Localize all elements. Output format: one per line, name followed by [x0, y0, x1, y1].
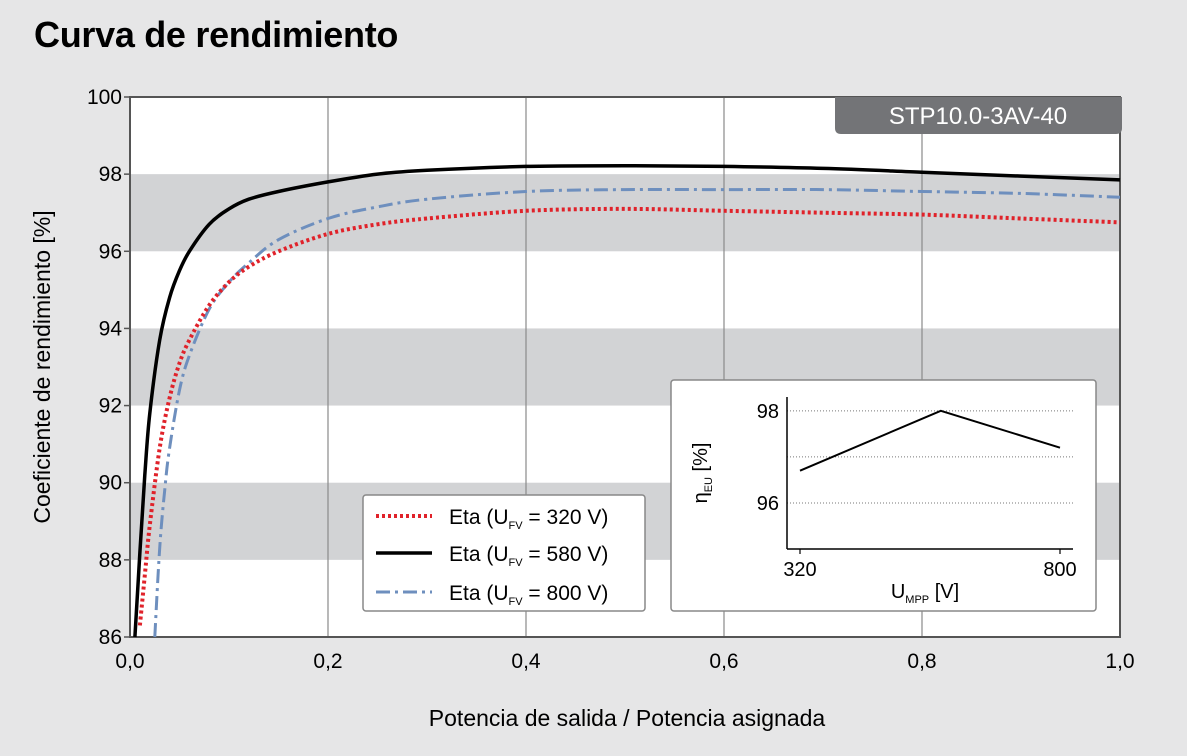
- inset-series-line-0: [799, 409, 1061, 472]
- x-tick-label: 0,6: [709, 650, 738, 673]
- inset-series-layer: [799, 409, 1061, 472]
- inset-x-tick-label: 800: [1043, 559, 1076, 581]
- series-line-2: [153, 187, 1121, 638]
- x-tick-label: 0,0: [115, 650, 144, 673]
- inset-tick-labels: 96 98 320 800: [757, 401, 1077, 581]
- series-layer: [133, 163, 1121, 638]
- inset-y-tick-label: 96: [757, 493, 779, 515]
- y-tick-label: 100: [87, 86, 122, 109]
- page-title: Curva de rendimiento: [34, 14, 399, 55]
- y-tick-label: 92: [99, 395, 122, 418]
- legend-label-320: Eta (UFV = 320 V): [449, 506, 608, 532]
- inset-y-tick-label: 98: [757, 401, 779, 423]
- legend-box: [362, 494, 646, 612]
- inset-box: [670, 379, 1097, 612]
- x-tick-label: 1,0: [1105, 650, 1134, 673]
- inset-chart: 96 98 320 800 UMPP [V] ηEU [%]: [670, 379, 1097, 612]
- y-tick-label: 88: [99, 549, 122, 572]
- plot-frame: [129, 96, 1121, 638]
- y-tick-label: 96: [99, 240, 122, 263]
- x-axis-label: Potencia de salida / Potencia asignada: [429, 705, 826, 731]
- x-tick-labels: 0,0 0,2 0,4 0,6 0,8 1,0: [115, 650, 1134, 673]
- y-tick-labels: 86 88 90 92 94 96 98 100: [87, 86, 130, 649]
- x-tick-label: 0,4: [511, 650, 541, 673]
- y-tick-label: 90: [99, 472, 122, 495]
- y-tick-label: 86: [99, 626, 122, 649]
- series-line-1: [133, 163, 1121, 638]
- legend-label-580: Eta (UFV = 580 V): [449, 543, 608, 569]
- inset-x-label: UMPP [V]: [891, 581, 959, 606]
- model-badge: [835, 97, 1122, 134]
- x-tick-label: 0,8: [907, 650, 936, 673]
- y-axis-label: Coeficiente de rendimiento [%]: [29, 210, 55, 523]
- y-tick-label: 98: [99, 163, 122, 186]
- legend-label-800: Eta (UFV = 800 V): [449, 582, 608, 608]
- inset-y-label: ηEU [%]: [690, 443, 715, 504]
- x-tick-label: 0,2: [313, 650, 342, 673]
- inset-x-tick-label: 320: [783, 559, 816, 581]
- y-tick-label: 94: [99, 317, 123, 340]
- model-badge-text: STP10.0-3AV-40: [889, 103, 1067, 130]
- legend: Eta (UFV = 320 V) Eta (UFV = 580 V) Eta …: [362, 494, 646, 612]
- series-line-0: [137, 206, 1121, 626]
